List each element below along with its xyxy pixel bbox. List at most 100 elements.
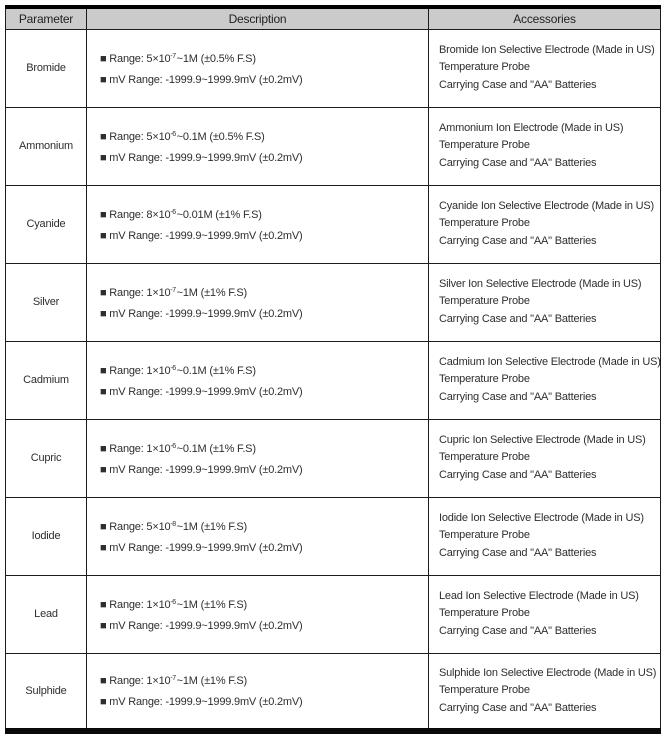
range-text-suffix: ~1M (±1% F.S)	[176, 675, 248, 688]
table-row: Cyanide ■ Range: 8×10-6~0.01M (±1% F.S) …	[5, 184, 661, 264]
accessories-cell: Cupric Ion Selective Electrode (Made in …	[428, 418, 661, 498]
range-line: ■ Range: 1×10-7~1M (±1% F.S)	[100, 284, 428, 300]
accessory-line: Carrying Case and "AA" Batteries	[439, 312, 597, 325]
mv-range-line: ■ mV Range: -1999.9~1999.9mV (±0.2mV)	[100, 619, 303, 632]
range-line: ■ Range: 5×10-6~0.1M (±0.5% F.S)	[100, 128, 428, 144]
mv-range-line: ■ mV Range: -1999.9~1999.9mV (±0.2mV)	[100, 307, 303, 320]
parameter-cell: Bromide	[5, 28, 87, 108]
accessory-line: Temperature Probe	[439, 295, 530, 308]
range-exponent: -6	[170, 208, 176, 216]
parameter-label: Lead	[34, 608, 58, 620]
range-line: ■ Range: 1×10-7~1M (±1% F.S)	[100, 672, 428, 688]
range-text: ■ Range: 1×10	[100, 364, 171, 377]
accessory-line: Temperature Probe	[439, 61, 530, 74]
range-exponent: -6	[170, 598, 176, 606]
accessory-line: Ammonium Ion Electrode (Made in US)	[439, 121, 624, 134]
accessory-line: Temperature Probe	[439, 529, 530, 542]
parameter-label: Cupric	[30, 452, 62, 464]
range-line: ■ Range: 1×10-6~0.1M (±1% F.S)	[100, 440, 428, 456]
table-row: Cupric ■ Range: 1×10-6~0.1M (±1% F.S) ■ …	[5, 418, 661, 498]
table-row: Iodide ■ Range: 5×10-8~1M (±1% F.S) ■ mV…	[5, 496, 661, 576]
table-row: Sulphide ■ Range: 1×10-7~1M (±1% F.S) ■ …	[5, 652, 661, 732]
description-cell: ■ Range: 8×10-6~0.01M (±1% F.S) ■ mV Ran…	[86, 184, 429, 264]
header-row: Parameter Description Accessories	[5, 6, 661, 30]
description-cell: ■ Range: 1×10-6~0.1M (±1% F.S) ■ mV Rang…	[86, 340, 429, 420]
accessories-cell: Iodide Ion Selective Electrode (Made in …	[428, 496, 661, 576]
description-cell: ■ Range: 1×10-6~0.1M (±1% F.S) ■ mV Rang…	[86, 418, 429, 498]
header-description: Description	[86, 6, 429, 30]
range-text: ■ Range: 1×10	[100, 286, 171, 299]
parameter-label: Cyanide	[26, 218, 66, 230]
table-row: Silver ■ Range: 1×10-7~1M (±1% F.S) ■ mV…	[5, 262, 661, 342]
mv-range-line: ■ mV Range: -1999.9~1999.9mV (±0.2mV)	[100, 696, 303, 709]
description-cell: ■ Range: 5×10-7~1M (±0.5% F.S) ■ mV Rang…	[86, 28, 429, 108]
accessories-cell: Cadmium Ion Selective Electrode (Made in…	[428, 340, 661, 420]
description-cell: ■ Range: 1×10-6~1M (±1% F.S) ■ mV Range:…	[86, 574, 429, 654]
parameter-label: Sulphide	[25, 684, 67, 697]
ion-electrode-spec-table: Parameter Description Accessories Bromid…	[5, 5, 661, 734]
accessory-line: Carrying Case and "AA" Batteries	[439, 78, 597, 91]
range-text: ■ Range: 1×10	[100, 675, 171, 688]
parameter-cell: Cadmium	[5, 340, 87, 420]
parameter-label: Silver	[32, 296, 60, 308]
range-text: ■ Range: 1×10	[100, 598, 171, 611]
mv-range-line: ■ mV Range: -1999.9~1999.9mV (±0.2mV)	[100, 73, 303, 86]
range-line: ■ Range: 8×10-6~0.01M (±1% F.S)	[100, 206, 428, 222]
parameter-cell: Sulphide	[5, 652, 87, 732]
parameter-label: Iodide	[31, 530, 61, 542]
range-line: ■ Range: 5×10-8~1M (±1% F.S)	[100, 518, 428, 534]
range-text: ■ Range: 5×10	[100, 130, 171, 143]
accessory-line: Temperature Probe	[439, 373, 530, 386]
range-exponent: -7	[170, 286, 176, 294]
range-exponent: -7	[170, 675, 176, 683]
range-line: ■ Range: 1×10-6~1M (±1% F.S)	[100, 596, 428, 612]
parameter-label: Ammonium	[18, 140, 74, 152]
range-text-suffix: ~1M (±1% F.S)	[176, 520, 248, 533]
table-header: Parameter Description Accessories	[5, 6, 661, 30]
description-cell: ■ Range: 5×10-6~0.1M (±0.5% F.S) ■ mV Ra…	[86, 106, 429, 186]
parameter-label: Bromide	[26, 62, 66, 74]
parameter-label: Cadmium	[23, 374, 69, 386]
accessory-line: Cadmium Ion Selective Electrode (Made in…	[439, 355, 661, 368]
description-cell: ■ Range: 1×10-7~1M (±1% F.S) ■ mV Range:…	[86, 262, 429, 342]
range-text-suffix: ~1M (±1% F.S)	[176, 598, 248, 611]
mv-range-line: ■ mV Range: -1999.9~1999.9mV (±0.2mV)	[100, 541, 303, 554]
range-text-suffix: ~1M (±0.5% F.S)	[176, 52, 256, 65]
accessory-line: Lead Ion Selective Electrode (Made in US…	[439, 589, 639, 602]
range-text-suffix: ~0.1M (±1% F.S)	[176, 364, 256, 377]
accessory-line: Carrying Case and "AA" Batteries	[439, 468, 597, 481]
accessories-cell: Sulphide Ion Selective Electrode (Made i…	[428, 652, 661, 732]
range-exponent: -6	[170, 364, 176, 372]
header-accessories: Accessories	[428, 6, 661, 30]
description-cell: ■ Range: 5×10-8~1M (±1% F.S) ■ mV Range:…	[86, 496, 429, 576]
header-parameter: Parameter	[5, 6, 87, 30]
range-text-suffix: ~0.01M (±1% F.S)	[176, 208, 262, 221]
accessories-cell: Bromide Ion Selective Electrode (Made in…	[428, 28, 661, 108]
range-text-suffix: ~1M (±1% F.S)	[176, 286, 248, 299]
mv-range-line: ■ mV Range: -1999.9~1999.9mV (±0.2mV)	[100, 463, 303, 476]
range-text: ■ Range: 1×10	[100, 442, 171, 455]
parameter-cell: Silver	[5, 262, 87, 342]
accessory-line: Silver Ion Selective Electrode (Made in …	[439, 277, 642, 290]
mv-range-line: ■ mV Range: -1999.9~1999.9mV (±0.2mV)	[100, 385, 303, 398]
accessory-line: Bromide Ion Selective Electrode (Made in…	[439, 43, 655, 56]
accessory-line: Temperature Probe	[439, 217, 530, 230]
accessory-line: Carrying Case and "AA" Batteries	[439, 156, 597, 169]
table-row: Bromide ■ Range: 5×10-7~1M (±0.5% F.S) ■…	[5, 28, 661, 108]
range-line: ■ Range: 5×10-7~1M (±0.5% F.S)	[100, 50, 428, 66]
table-row: Lead ■ Range: 1×10-6~1M (±1% F.S) ■ mV R…	[5, 574, 661, 654]
accessories-cell: Ammonium Ion Electrode (Made in US) Tempe…	[428, 106, 661, 186]
accessory-line: Temperature Probe	[439, 684, 530, 696]
accessory-line: Carrying Case and "AA" Batteries	[439, 546, 597, 559]
accessory-line: Carrying Case and "AA" Batteries	[439, 624, 597, 637]
range-exponent: -6	[170, 442, 176, 450]
range-exponent: -8	[170, 520, 176, 528]
parameter-cell: Lead	[5, 574, 87, 654]
accessory-line: Carrying Case and "AA" Batteries	[439, 390, 597, 403]
mv-range-line: ■ mV Range: -1999.9~1999.9mV (±0.2mV)	[100, 229, 303, 242]
parameter-cell: Cyanide	[5, 184, 87, 264]
range-exponent: -6	[170, 130, 176, 138]
range-exponent: -7	[170, 52, 176, 60]
accessory-line: Iodide Ion Selective Electrode (Made in …	[439, 511, 644, 524]
